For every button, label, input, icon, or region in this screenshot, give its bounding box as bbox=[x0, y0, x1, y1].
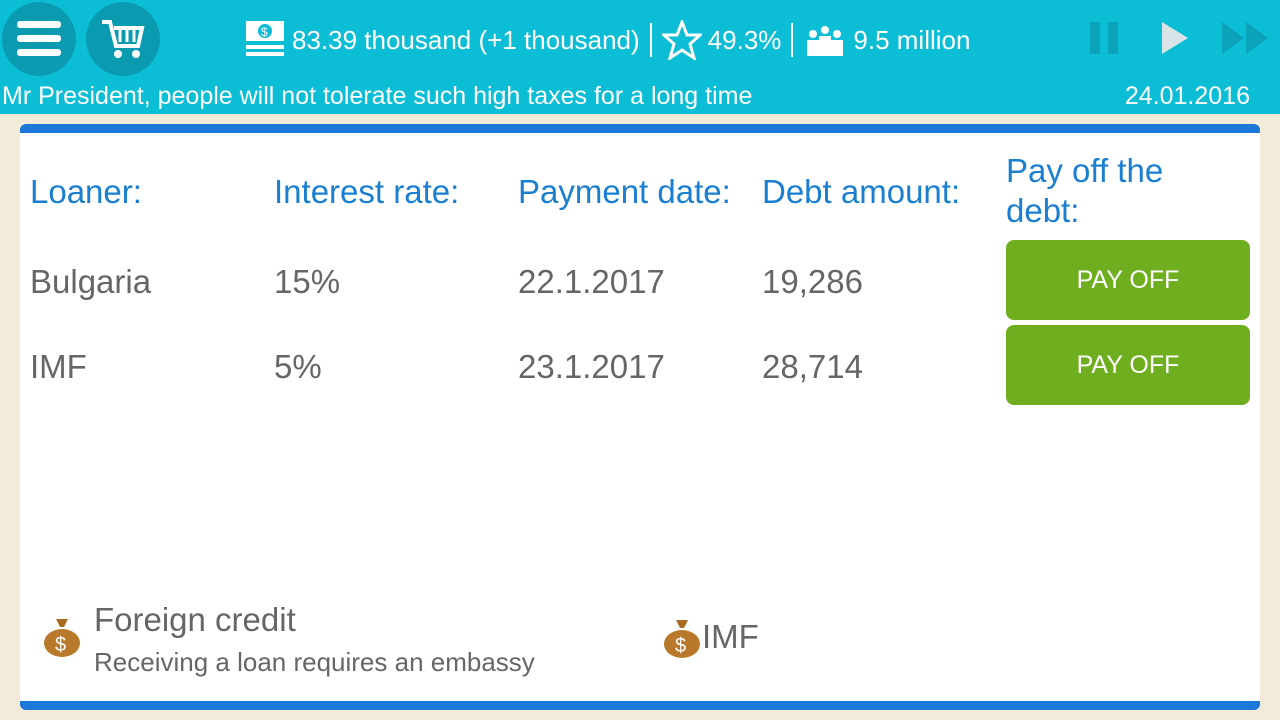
population-icon bbox=[807, 26, 844, 56]
fast-forward-icon[interactable] bbox=[1222, 20, 1272, 56]
cart-icon bbox=[102, 20, 145, 58]
payment-date: 23.1.2017 bbox=[518, 348, 665, 385]
debt-amount: 19,286 bbox=[762, 263, 863, 300]
menu-button[interactable] bbox=[2, 2, 76, 76]
payment-date: 22.1.2017 bbox=[518, 263, 665, 300]
shop-button[interactable] bbox=[86, 2, 160, 76]
interest-rate: 15% bbox=[274, 263, 341, 300]
interest-rate: 5% bbox=[274, 348, 322, 385]
header-pay-off: Pay off the debt: bbox=[1006, 152, 1164, 229]
play-icon[interactable] bbox=[1160, 20, 1190, 56]
star-icon bbox=[661, 20, 702, 60]
money-bag-icon: $ bbox=[664, 620, 700, 658]
divider bbox=[649, 23, 652, 57]
loaner: IMF bbox=[30, 348, 87, 385]
header-loaner: Loaner: bbox=[30, 173, 142, 210]
menu-icon bbox=[17, 21, 61, 56]
loaner: Bulgaria bbox=[30, 263, 152, 300]
svg-text:$: $ bbox=[55, 634, 66, 656]
svg-text:$: $ bbox=[675, 635, 686, 657]
money-icon: $ bbox=[246, 21, 284, 56]
advisor-message: Mr President, people will not tolerate s… bbox=[2, 82, 753, 110]
imf-label: IMF bbox=[702, 618, 759, 655]
svg-text:$: $ bbox=[261, 25, 268, 39]
top-bar: $ 83.39 thousand (+1 thousand) 49.3% 9.5… bbox=[0, 0, 1280, 114]
money-value: 83.39 thousand (+1 thousand) bbox=[292, 24, 640, 55]
pause-icon[interactable] bbox=[1090, 20, 1120, 56]
divider bbox=[791, 23, 794, 57]
game-date: 24.01.2016 bbox=[1124, 82, 1250, 110]
header-debt-amount: Debt amount: bbox=[762, 173, 961, 210]
pay-off-button[interactable]: PAY OFF bbox=[1006, 240, 1250, 320]
loans-panel: Loaner: Interest rate: Payment date: Deb… bbox=[20, 124, 1260, 710]
header-payment-date: Payment date: bbox=[518, 173, 731, 210]
pay-off-button[interactable]: PAY OFF bbox=[1006, 325, 1250, 405]
rating-value: 49.3% bbox=[707, 24, 782, 55]
population-value: 9.5 million bbox=[853, 24, 971, 55]
foreign-credit-subtitle: Receiving a loan requires an embassy bbox=[94, 647, 535, 677]
imf-credit-option[interactable]: $ IMF bbox=[662, 615, 759, 659]
money-bag-icon: $ bbox=[44, 619, 80, 657]
header-interest-rate: Interest rate: bbox=[274, 173, 460, 210]
debt-amount: 28,714 bbox=[762, 348, 863, 385]
foreign-credit-title: Foreign credit bbox=[94, 601, 296, 638]
